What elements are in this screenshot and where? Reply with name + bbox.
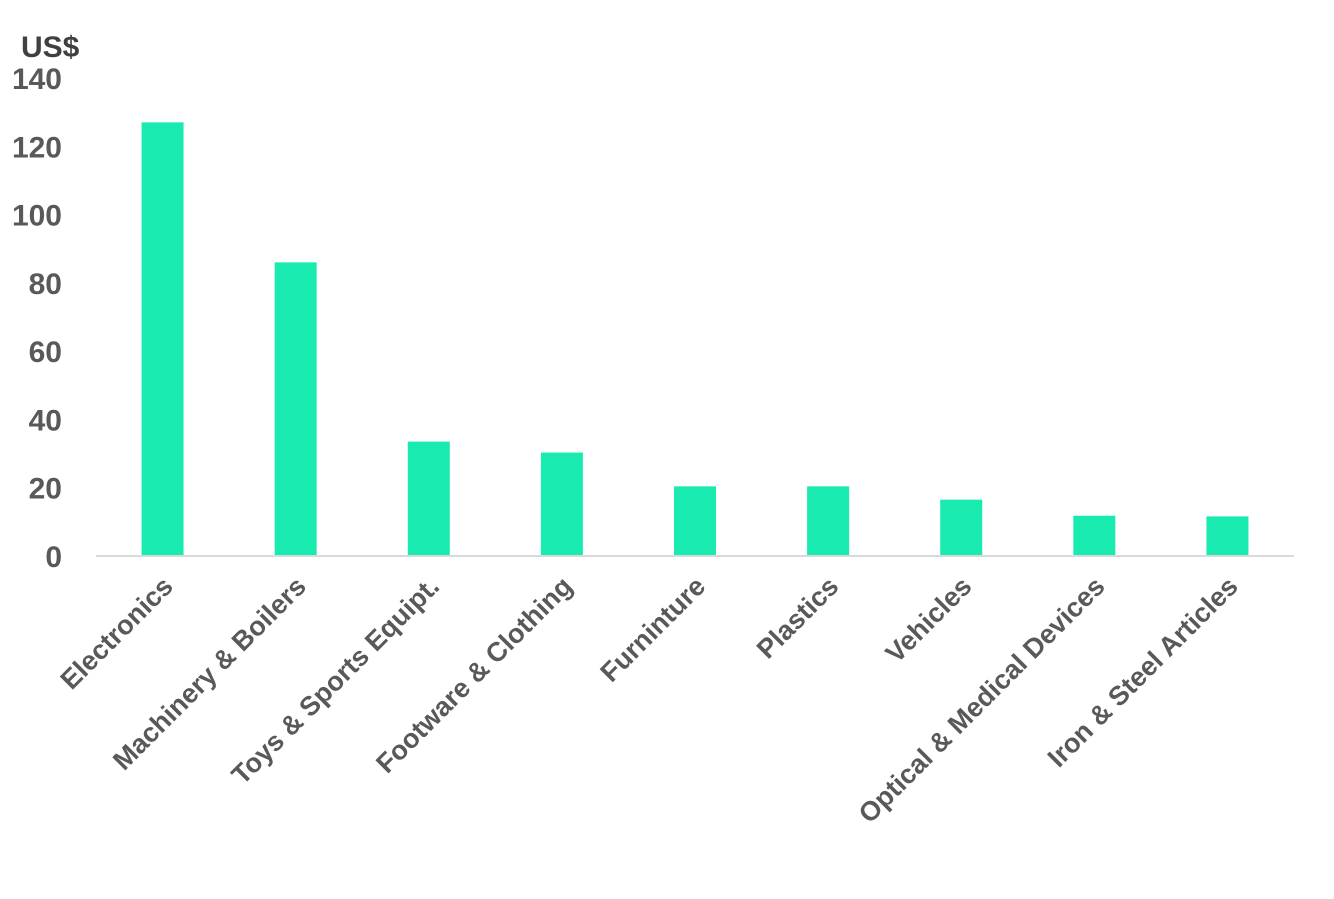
bar xyxy=(1206,516,1249,556)
y-tick-label: 40 xyxy=(29,404,62,437)
bar xyxy=(674,486,716,556)
x-tick-label: Plastics xyxy=(751,571,844,664)
x-tick-label: Furninture xyxy=(595,571,712,688)
x-tick-label: Optical & Medical Devices xyxy=(853,571,1111,829)
bar xyxy=(1073,515,1116,556)
y-tick-label: 20 xyxy=(29,473,62,506)
y-tick-label: 80 xyxy=(29,268,62,301)
y-tick-label: 60 xyxy=(29,336,62,369)
bar xyxy=(940,499,983,556)
bars xyxy=(141,122,1249,556)
y-tick-label: 120 xyxy=(12,131,62,164)
y-axis-unit-label: US$ xyxy=(21,31,80,64)
y-tick-label: 0 xyxy=(45,541,62,574)
bar xyxy=(807,486,850,556)
bar xyxy=(274,262,317,556)
y-tick-label: 100 xyxy=(12,200,62,233)
y-axis-ticks: 0 20 40 60 80 100 120 140 xyxy=(12,63,62,574)
x-tick-label: Electronics xyxy=(55,571,179,695)
bar xyxy=(407,441,450,556)
y-tick-label: 140 xyxy=(12,63,62,96)
x-tick-label: Vehicles xyxy=(880,571,978,669)
bar xyxy=(141,122,184,556)
bar xyxy=(540,452,583,556)
